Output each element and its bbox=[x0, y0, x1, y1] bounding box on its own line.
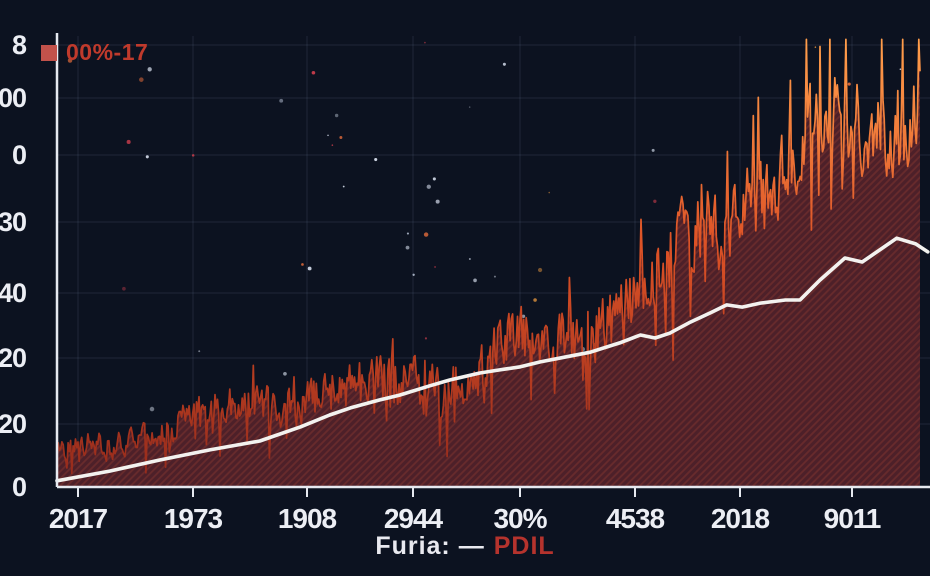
chart-title-left: Furia: — bbox=[375, 532, 485, 560]
star-dot bbox=[473, 278, 477, 283]
star-dot bbox=[521, 314, 526, 318]
x-axis-label: 2944 bbox=[384, 503, 444, 534]
y-axis-label: 0 bbox=[12, 472, 26, 502]
star-dot bbox=[122, 286, 126, 291]
orange-noisy-line bbox=[56, 38, 921, 475]
star-dot bbox=[814, 46, 817, 48]
star-dot bbox=[342, 185, 345, 188]
star-dot bbox=[432, 177, 436, 181]
star-dot bbox=[279, 98, 284, 103]
star-dot bbox=[653, 199, 657, 203]
star-dot bbox=[147, 67, 152, 72]
star-dot bbox=[149, 406, 155, 412]
star-dot bbox=[307, 266, 312, 271]
star-dot bbox=[548, 191, 550, 194]
star-dot bbox=[198, 350, 201, 353]
y-axis-label: 40 bbox=[0, 278, 26, 308]
star-dot bbox=[283, 371, 287, 376]
star-dot bbox=[533, 298, 537, 302]
star-dot bbox=[334, 113, 339, 118]
x-axis-label: 2017 bbox=[49, 503, 108, 534]
star-dot bbox=[899, 68, 902, 71]
star-dot bbox=[327, 134, 329, 137]
star-dot bbox=[468, 106, 471, 108]
star-dot bbox=[502, 62, 506, 66]
y-axis-label: 0 bbox=[12, 140, 26, 170]
x-axis-label: 30% bbox=[493, 503, 547, 534]
star-dot bbox=[126, 139, 131, 144]
star-dot bbox=[374, 157, 378, 162]
star-dot bbox=[426, 184, 431, 189]
x-axis-label: 2018 bbox=[711, 503, 770, 534]
star-dot bbox=[301, 263, 304, 266]
orange-area-hatch bbox=[57, 39, 920, 488]
y-axis-label: 00 bbox=[0, 83, 26, 113]
star-dot bbox=[405, 245, 410, 250]
star-dot bbox=[424, 337, 428, 340]
star-dot bbox=[412, 273, 415, 276]
y-axis-label: 30 bbox=[0, 207, 26, 237]
y-axis-label: 20 bbox=[0, 343, 26, 373]
x-axis-label: 1908 bbox=[278, 503, 337, 534]
star-dot bbox=[434, 265, 437, 268]
star-dot bbox=[139, 77, 144, 82]
x-axis-label: 4538 bbox=[606, 503, 665, 534]
star-dot bbox=[406, 232, 410, 235]
star-dot bbox=[145, 155, 149, 159]
star-dot bbox=[424, 41, 426, 44]
star-dot bbox=[423, 232, 429, 237]
star-dot bbox=[435, 199, 440, 204]
star-dot bbox=[493, 275, 496, 278]
white-smooth-line bbox=[55, 236, 930, 483]
star-dot bbox=[468, 257, 471, 260]
star-dot bbox=[847, 82, 851, 86]
star-dot bbox=[191, 154, 195, 157]
y-axis-label: 20 bbox=[0, 409, 26, 439]
star-dot bbox=[339, 135, 343, 139]
y-axis-label: 8 bbox=[12, 30, 27, 60]
star-dot bbox=[537, 267, 543, 273]
chart-title-right: PDIL bbox=[493, 532, 555, 560]
x-axis-label: 1973 bbox=[164, 503, 223, 534]
x-axis-label: 9011 bbox=[824, 503, 881, 534]
star-dot bbox=[67, 58, 73, 63]
star-dot bbox=[311, 70, 316, 75]
star-dot bbox=[651, 148, 655, 152]
axes bbox=[55, 33, 930, 497]
star-dot bbox=[331, 144, 334, 146]
chart-title: Furia: — PDIL bbox=[0, 532, 930, 561]
